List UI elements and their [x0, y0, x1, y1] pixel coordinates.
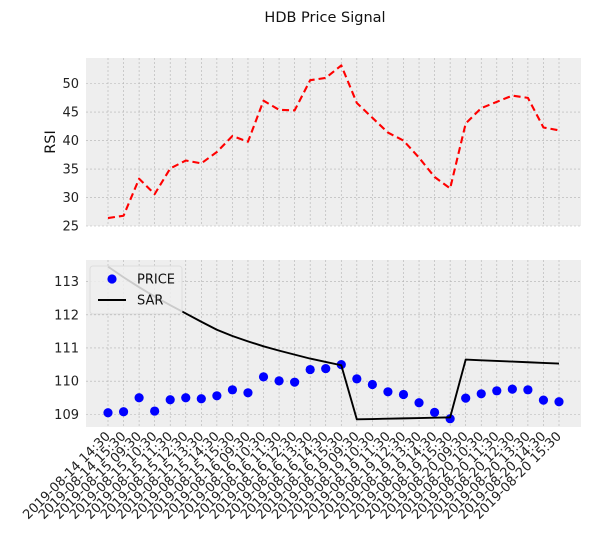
price-marker [414, 398, 424, 408]
rsi-ytick-label: 35 [62, 163, 79, 178]
price-ytick-label: 111 [54, 341, 79, 356]
price-marker [461, 393, 471, 403]
price-marker [165, 395, 175, 405]
legend: PRICE SAR [89, 265, 183, 315]
price-marker [429, 407, 440, 417]
legend-price-marker [107, 274, 117, 284]
rsi-ylabel: RSI [43, 130, 59, 154]
rsi-plot-background [86, 58, 581, 226]
legend-label-sar: SAR [137, 294, 163, 309]
price-marker [445, 414, 455, 424]
price-marker [398, 389, 409, 400]
price-marker [196, 394, 206, 404]
price-marker [274, 376, 284, 386]
price-marker [321, 363, 331, 374]
rsi-ytick-label: 40 [62, 134, 79, 149]
price-marker [243, 388, 253, 398]
chart-title: HDB Price Signal [264, 10, 385, 26]
price-marker [305, 364, 315, 375]
price-marker [150, 406, 160, 416]
price-marker [134, 393, 144, 403]
rsi-ytick-label: 50 [62, 77, 79, 92]
price-marker [290, 377, 300, 387]
price-marker [212, 391, 222, 401]
price-sar-axes: 109 110 111 112 113 PRICE SAR [54, 260, 581, 427]
rsi-ytick-label: 25 [62, 220, 79, 235]
price-marker [507, 384, 517, 394]
price-ytick-label: 109 [54, 408, 79, 423]
price-marker [258, 372, 269, 382]
rsi-ytick-label: 45 [62, 106, 79, 121]
rsi-line [107, 64, 560, 220]
price-marker [103, 408, 113, 418]
price-marker [118, 407, 129, 417]
price-marker [523, 385, 533, 395]
price-marker [538, 395, 549, 405]
price-marker [492, 386, 502, 396]
rsi-axes: 25 30 35 40 45 50 RSI [43, 58, 581, 235]
price-marker [352, 374, 362, 384]
sar-line [107, 265, 560, 421]
legend-label-price: PRICE [137, 273, 175, 288]
price-marker [181, 393, 191, 403]
price-marker [554, 397, 564, 407]
price-ytick-label: 110 [54, 375, 79, 390]
price-ytick-label: 113 [54, 275, 79, 290]
price-marker [476, 389, 486, 399]
price-marker [367, 379, 377, 390]
rsi-ytick-label: 30 [62, 191, 79, 206]
price-marker [227, 385, 238, 395]
price-ytick-label: 112 [54, 308, 79, 323]
price-marker [383, 387, 393, 397]
